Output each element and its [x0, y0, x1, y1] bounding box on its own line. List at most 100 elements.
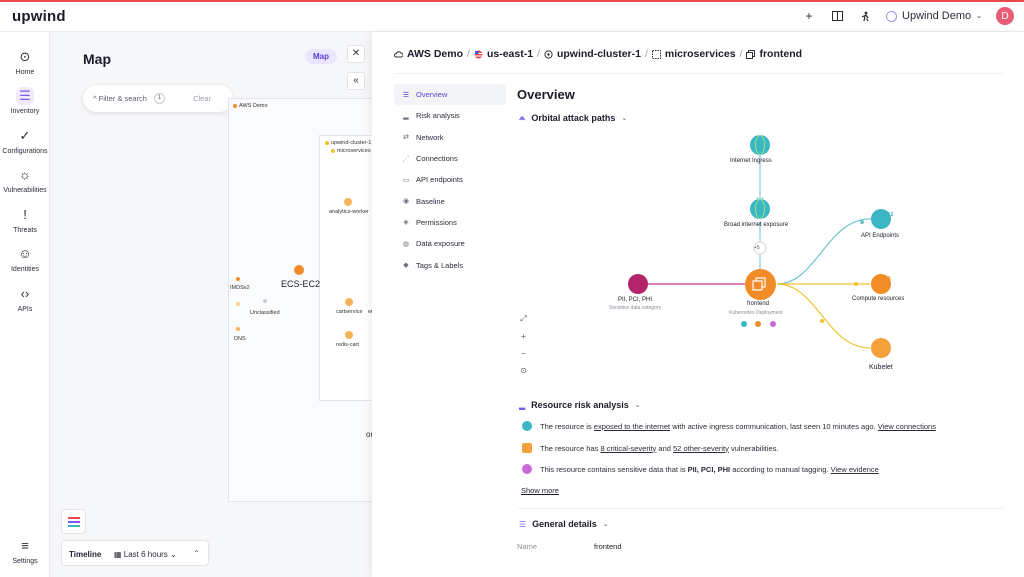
unclassified-node[interactable] — [236, 302, 240, 306]
timeline-range-select[interactable]: ▦ Last 6 hours ⌄ — [114, 550, 177, 559]
tab-permissions[interactable]: ◈ Permissions — [394, 212, 506, 233]
app-logo[interactable]: upwind — [12, 8, 66, 25]
risk-header[interactable]: ▂ Resource risk analysis ⌄ — [519, 400, 641, 410]
nav-item-configurations[interactable]: ✓ Configurations — [0, 127, 50, 155]
nav-label: Settings — [12, 558, 38, 565]
map-canvas[interactable]: Map Map ^ Filter & search 1 Clear AWS De… — [50, 32, 380, 577]
kubelet-icon[interactable] — [871, 338, 891, 358]
shield-icon: ◈ — [403, 219, 409, 227]
alert-icon: ! — [23, 207, 27, 222]
bug-icon: ☼ — [19, 167, 31, 182]
zoom-out-icon[interactable]: − — [521, 349, 526, 358]
nav-item-vulnerabilities[interactable]: ☼ Vulnerabilities — [0, 166, 50, 194]
chevron-up-icon[interactable]: ⌃ — [193, 549, 200, 558]
sensitive-data-icon[interactable] — [628, 274, 648, 294]
namespace-icon — [651, 49, 661, 59]
cluster-group[interactable]: upwind-cluster-1 microservices analytics… — [319, 135, 380, 401]
risk-text: The resource has 8 critical-severity and… — [540, 443, 779, 453]
nav-item-home[interactable]: ⊙ Home — [0, 48, 50, 76]
globe-meridian — [755, 135, 765, 155]
globe-icon[interactable] — [750, 199, 770, 219]
ecs-ec2-node[interactable] — [294, 265, 304, 275]
nav-item-settings[interactable]: ≡ Settings — [0, 537, 50, 565]
tab-label: Overview — [416, 90, 448, 100]
dns-node[interactable] — [236, 327, 240, 331]
view-evidence-link[interactable]: View evidence — [830, 464, 879, 474]
orbital-header[interactable]: ⩕ Orbital attack paths ⌄ — [519, 113, 627, 123]
badge-dot-purple — [770, 321, 776, 327]
cartservice-node[interactable] — [345, 298, 353, 306]
globe-icon[interactable] — [750, 135, 770, 155]
view-connections-link[interactable]: View connections — [877, 421, 936, 431]
breadcrumb-item[interactable]: microservices — [664, 48, 736, 60]
breadcrumb-item[interactable]: upwind-cluster-1 — [556, 48, 641, 60]
nav-item-apis[interactable]: ‹› APIs — [0, 285, 50, 313]
badge-dot-orange — [755, 321, 761, 327]
breadcrumb-item[interactable]: AWS Demo — [407, 48, 464, 60]
avatar[interactable]: D — [996, 7, 1014, 25]
unclassified-cluster-node[interactable] — [263, 299, 267, 303]
api-count-badge: 512 — [885, 212, 894, 218]
nav-label: Configurations — [2, 148, 48, 155]
api-endpoints-icon[interactable] — [871, 209, 891, 229]
namespace-node-label: microservices — [337, 148, 371, 154]
ecs-ec2-label: ECS-EC2 — [281, 279, 321, 289]
show-more-link[interactable]: Show more — [521, 486, 559, 495]
recenter-icon[interactable]: ⊙ — [520, 366, 527, 375]
nav-item-inventory[interactable]: ☰ Inventory — [0, 87, 50, 115]
breadcrumb: AWS Demo / us-east-1 / upwind-cluster-1 … — [394, 48, 802, 60]
tab-overview[interactable]: ☰ Overview — [394, 84, 506, 106]
tab-connections[interactable]: ⋰ Connections — [394, 148, 506, 169]
kubelet-label: Kubelet — [869, 364, 893, 371]
tab-api-endpoints[interactable]: ▭ API endpoints — [394, 169, 506, 190]
fit-view-icon[interactable]: ⤢ — [520, 314, 527, 323]
zoom-in-icon[interactable]: + — [521, 332, 526, 341]
breadcrumb-item[interactable]: us-east-1 — [486, 48, 534, 60]
map-view-toggle[interactable]: Map — [305, 49, 337, 64]
compute-resources-icon[interactable] — [871, 274, 891, 294]
nav-item-identities[interactable]: ☺ Identities — [0, 245, 50, 273]
tab-label: Permissions — [416, 217, 457, 227]
compute-resources-label: Compute resources — [852, 296, 905, 302]
book-icon[interactable] — [830, 9, 844, 23]
divider — [394, 73, 1004, 74]
cartservice-label: cartservice — [336, 309, 363, 315]
plus-icon[interactable]: + — [805, 9, 813, 23]
other-vuln-link[interactable]: 52 other-severity — [673, 443, 729, 453]
cluster-dot-icon — [325, 141, 329, 145]
tab-tags-labels[interactable]: ◆ Tags & Labels — [394, 254, 506, 275]
tab-risk-analysis[interactable]: ▂ Risk analysis — [394, 105, 506, 126]
figure-icon[interactable] — [858, 9, 872, 23]
analytics-worker-node[interactable] — [344, 198, 352, 206]
general-details-header[interactable]: ☰ General details ⌄ — [519, 519, 609, 529]
plus-badge[interactable]: +5 — [754, 245, 760, 251]
account-switcher[interactable]: Upwind Demo ⌄ — [886, 10, 982, 22]
layers-button[interactable] — [61, 509, 86, 534]
plus-badge-circle[interactable] — [753, 241, 767, 255]
redis-cart-node[interactable] — [345, 331, 353, 339]
edge-frontend-api — [776, 218, 873, 285]
filter-search-bar[interactable]: ^ Filter & search 1 Clear — [83, 85, 233, 112]
collapse-panel-button[interactable]: « — [347, 72, 365, 90]
arrows-icon: ⇄ — [403, 134, 409, 142]
nav-item-threats[interactable]: ! Threats — [0, 206, 50, 234]
list-icon: ☰ — [402, 91, 410, 99]
tab-data-exposure[interactable]: ◍ Data exposure — [394, 233, 506, 254]
close-panel-button[interactable]: ✕ — [347, 45, 365, 63]
risk-chart-icon: ▂ — [519, 400, 526, 410]
edge-dot — [860, 220, 864, 224]
imdsv2-node[interactable] — [236, 277, 240, 281]
timeline-control[interactable]: Timeline ▦ Last 6 hours ⌄ ⌃ — [61, 540, 209, 566]
globe-meridian — [755, 199, 765, 219]
timeline-label: Timeline — [69, 550, 102, 559]
tab-network[interactable]: ⇄ Network — [394, 127, 506, 148]
tab-baseline[interactable]: ◉ Baseline — [394, 190, 506, 211]
data-icon: ◍ — [402, 240, 410, 248]
exposure-link[interactable]: exposed to the internet — [593, 421, 671, 431]
clear-button[interactable]: Clear — [193, 94, 211, 103]
us-flag-icon — [474, 50, 483, 58]
critical-vuln-link[interactable]: 8 critical-severity — [600, 443, 657, 453]
code-icon: ‹› — [20, 286, 30, 301]
orbital-graph[interactable] — [372, 32, 1024, 382]
risk-item-sensitive-data: This resource contains sensitive data th… — [522, 464, 879, 474]
